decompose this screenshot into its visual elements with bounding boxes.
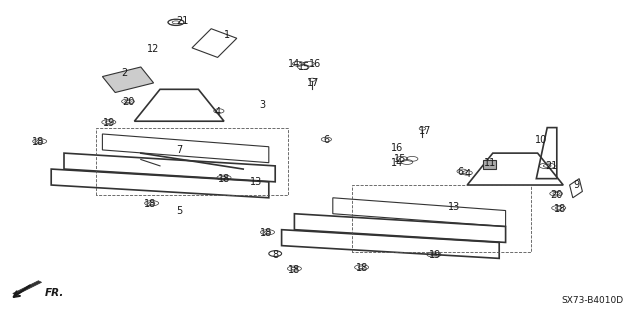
Text: 20: 20 (550, 189, 563, 200)
Text: 10: 10 (534, 135, 547, 145)
Text: SX73-B4010D: SX73-B4010D (562, 296, 624, 305)
Text: 13: 13 (448, 202, 461, 212)
Text: 18: 18 (144, 199, 157, 209)
Text: 13: 13 (250, 177, 262, 187)
Text: 21: 21 (545, 161, 558, 171)
Polygon shape (13, 281, 42, 295)
Text: 19: 19 (102, 118, 115, 128)
Text: 8: 8 (272, 250, 278, 260)
Text: 6: 6 (458, 167, 464, 177)
Text: 12: 12 (147, 44, 160, 55)
Text: 18: 18 (218, 174, 230, 184)
Text: 14: 14 (288, 59, 301, 69)
Text: 1: 1 (224, 30, 230, 40)
Text: 16: 16 (390, 143, 403, 153)
Text: 4: 4 (464, 169, 470, 179)
Text: 17: 17 (419, 126, 432, 136)
Text: 5: 5 (176, 205, 182, 216)
Text: FR.: FR. (45, 287, 64, 298)
Text: 16: 16 (308, 59, 321, 69)
Text: 6: 6 (323, 135, 330, 145)
Text: 14: 14 (390, 158, 403, 168)
Text: 18: 18 (32, 137, 45, 147)
Text: 17: 17 (307, 78, 320, 88)
Text: 18: 18 (259, 228, 272, 238)
Text: 4: 4 (214, 107, 221, 117)
Text: 18: 18 (554, 204, 566, 214)
Polygon shape (483, 160, 496, 169)
Text: 11: 11 (483, 158, 496, 168)
Text: 21: 21 (176, 16, 189, 26)
Text: 15: 15 (394, 154, 406, 165)
Text: 2: 2 (122, 68, 128, 78)
Text: 15: 15 (298, 62, 310, 72)
Text: 9: 9 (573, 180, 579, 190)
Polygon shape (102, 67, 154, 93)
Text: 18: 18 (288, 264, 301, 275)
Text: 3: 3 (259, 100, 266, 110)
Text: 18: 18 (355, 263, 368, 273)
Text: 20: 20 (122, 97, 134, 107)
Text: 19: 19 (429, 250, 442, 260)
Text: 7: 7 (176, 145, 182, 155)
